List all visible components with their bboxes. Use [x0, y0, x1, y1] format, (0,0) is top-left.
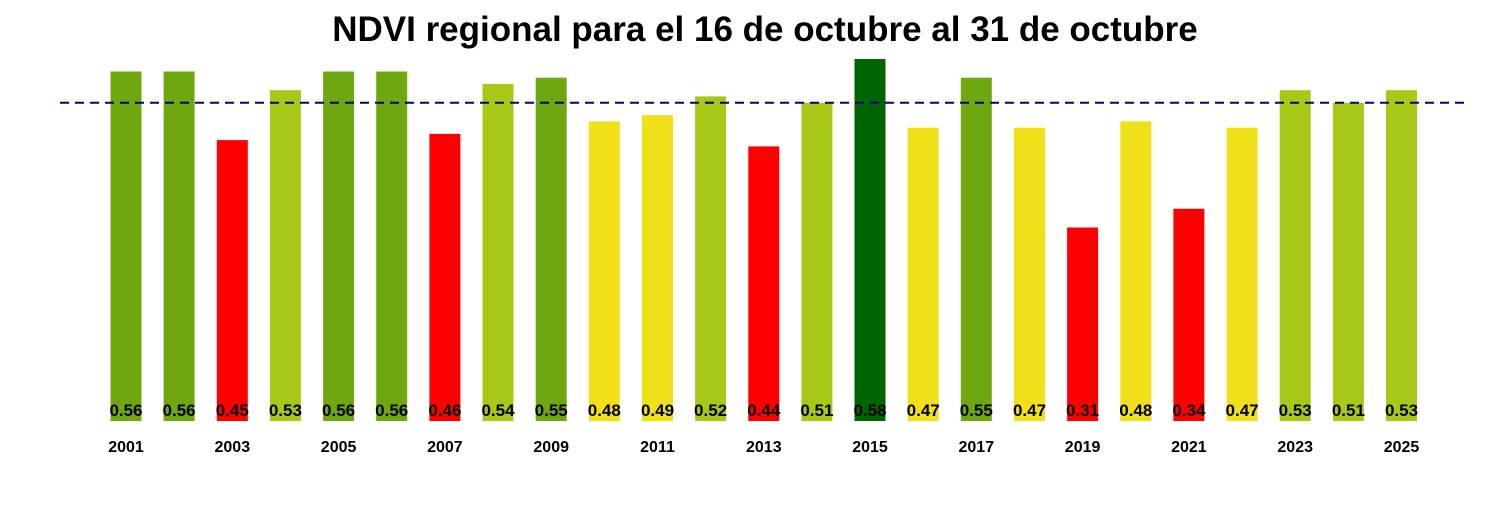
value-label-2016: 0.47 [907, 401, 940, 420]
bar-2016 [907, 127, 939, 421]
value-label-2012: 0.52 [694, 401, 727, 420]
bar-2017 [960, 77, 992, 421]
value-label-2020: 0.48 [1119, 401, 1152, 420]
bar-2009 [535, 77, 567, 421]
bar-2019 [1067, 227, 1099, 421]
x-tick-label-2021: 2021 [1171, 439, 1207, 456]
value-label-2011: 0.49 [641, 401, 674, 420]
bar-2008 [482, 84, 514, 421]
bar-2018 [1014, 127, 1045, 421]
value-label-2002: 0.56 [163, 401, 196, 420]
x-tick-label-2025: 2025 [1384, 439, 1420, 456]
x-tick-label-2011: 2011 [640, 439, 675, 456]
value-label-2025: 0.53 [1385, 401, 1418, 420]
value-labels-layer: 0.56 0.56 0.45 0.53 0.56 0.56 0.46 0.54 0.55 0.48… [109, 401, 1418, 420]
bar-2004 [269, 90, 301, 421]
bar-2013 [748, 146, 780, 421]
x-tick-label-2007: 2007 [427, 439, 463, 456]
x-tick-label-2005: 2005 [321, 439, 357, 456]
bar-2015 [854, 59, 886, 421]
bar-2006 [376, 71, 408, 421]
value-label-2004: 0.53 [269, 401, 302, 420]
value-label-2018: 0.47 [1013, 401, 1046, 420]
x-tick-label-2023: 2023 [1277, 439, 1313, 456]
value-label-2022: 0.47 [1226, 401, 1259, 420]
bar-2003 [216, 140, 248, 421]
value-label-2003: 0.45 [216, 401, 249, 420]
value-label-2014: 0.51 [800, 401, 833, 420]
x-tick-label-2001: 2001 [108, 439, 144, 456]
bar-2025 [1386, 90, 1417, 421]
bar-2024 [1332, 102, 1364, 421]
x-tick-label-2009: 2009 [533, 439, 569, 456]
value-label-2023: 0.53 [1279, 401, 1312, 420]
bar-2002 [163, 71, 195, 421]
value-label-2015: 0.58 [853, 401, 886, 420]
bar-2020 [1120, 121, 1152, 422]
bars-layer [110, 59, 1417, 422]
bar-2021 [1173, 208, 1205, 421]
x-tick-label-2017: 2017 [959, 439, 995, 456]
bar-2010 [588, 121, 620, 422]
bar-2014 [801, 102, 833, 421]
bar-2012 [695, 96, 727, 422]
value-label-2010: 0.48 [588, 401, 621, 420]
x-tick-label-2019: 2019 [1065, 439, 1101, 456]
value-label-2019: 0.31 [1066, 401, 1099, 420]
bar-2001 [110, 71, 142, 421]
value-label-2021: 0.34 [1172, 401, 1206, 420]
value-label-2005: 0.56 [322, 401, 355, 420]
x-axis-ticks-layer: 2001 2003 2005 2007 2009 2011 2013 2015 2017 2019… [108, 439, 1419, 456]
value-label-2013: 0.44 [747, 401, 781, 420]
x-tick-label-2015: 2015 [852, 439, 888, 456]
bar-2022 [1226, 127, 1258, 421]
value-label-2006: 0.56 [375, 401, 408, 420]
chart-title: NDVI regional para el 16 de octubre al 3… [332, 10, 1198, 49]
value-label-2008: 0.54 [481, 401, 515, 420]
bar-2011 [642, 115, 673, 421]
value-label-2017: 0.55 [960, 401, 993, 420]
value-label-2007: 0.46 [428, 401, 461, 420]
value-label-2024: 0.51 [1332, 401, 1365, 420]
x-tick-label-2003: 2003 [215, 439, 251, 456]
x-tick-label-2013: 2013 [746, 439, 782, 456]
value-label-2001: 0.56 [109, 401, 142, 420]
bar-2023 [1279, 90, 1311, 421]
value-label-2009: 0.55 [535, 401, 568, 420]
bar-2005 [323, 71, 355, 421]
bar-2007 [429, 133, 461, 421]
